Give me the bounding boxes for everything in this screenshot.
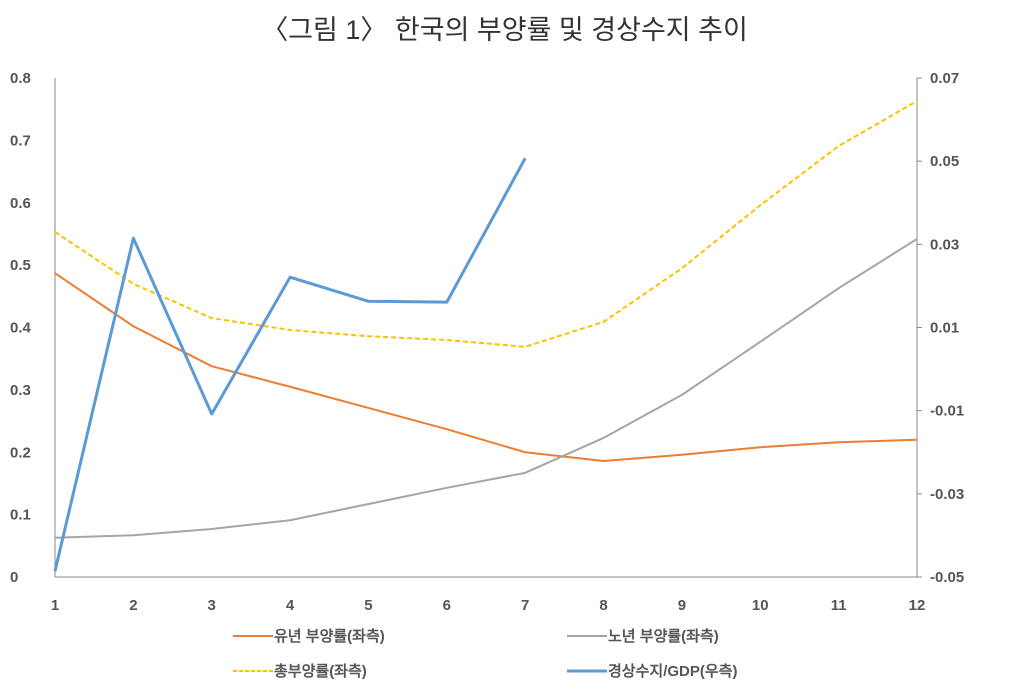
series-line-2 bbox=[54, 100, 918, 348]
x-tick-label: 7 bbox=[521, 597, 529, 614]
x-tick-label: 11 bbox=[831, 597, 847, 614]
x-tick-label: 9 bbox=[678, 597, 686, 614]
x-tick-label: 10 bbox=[752, 597, 769, 614]
x-tick-label: 12 bbox=[909, 597, 926, 614]
chart-title: 〈그림 1〉 한국의 부양률 및 경상수지 추이 bbox=[261, 15, 748, 45]
right-tick-label: -0.03 bbox=[930, 486, 964, 503]
left-tick-label: 0 bbox=[10, 569, 18, 586]
series-line-0 bbox=[54, 272, 918, 462]
left-tick-label: 0.6 bbox=[10, 195, 31, 212]
x-tick-label: 3 bbox=[208, 597, 216, 614]
left-tick-label: 0.5 bbox=[10, 257, 31, 274]
left-tick-label: 0.4 bbox=[10, 320, 32, 337]
right-tick-label: 0.05 bbox=[930, 153, 959, 170]
right-tick-label: 0.07 bbox=[930, 70, 959, 87]
x-tick-label: 2 bbox=[129, 597, 137, 614]
legend-label: 노년 부양률(좌측) bbox=[608, 628, 719, 645]
right-tick-label: 0.01 bbox=[930, 320, 959, 337]
right-tick-label: -0.01 bbox=[930, 403, 964, 420]
right-tick-label: 0.03 bbox=[930, 236, 959, 253]
x-tick-label: 1 bbox=[51, 597, 59, 614]
legend-label: 총부양률(좌측) bbox=[274, 663, 367, 680]
left-tick-label: 0.7 bbox=[10, 132, 31, 149]
x-tick-label: 4 bbox=[286, 597, 295, 614]
series-line-1 bbox=[54, 238, 918, 539]
left-tick-label: 0.3 bbox=[10, 382, 31, 399]
left-tick-label: 0.1 bbox=[10, 507, 31, 524]
left-tick-label: 0.8 bbox=[10, 70, 31, 87]
x-tick-label: 6 bbox=[443, 597, 451, 614]
series-line-3 bbox=[53, 157, 527, 572]
legend-label: 유년 부양률(좌측) bbox=[274, 628, 385, 645]
x-tick-label: 8 bbox=[599, 597, 607, 614]
x-tick-label: 5 bbox=[364, 597, 372, 614]
legend-label: 경상수지/GDP(우측) bbox=[608, 662, 737, 680]
left-tick-label: 0.2 bbox=[10, 444, 31, 461]
right-tick-label: -0.05 bbox=[930, 569, 964, 586]
